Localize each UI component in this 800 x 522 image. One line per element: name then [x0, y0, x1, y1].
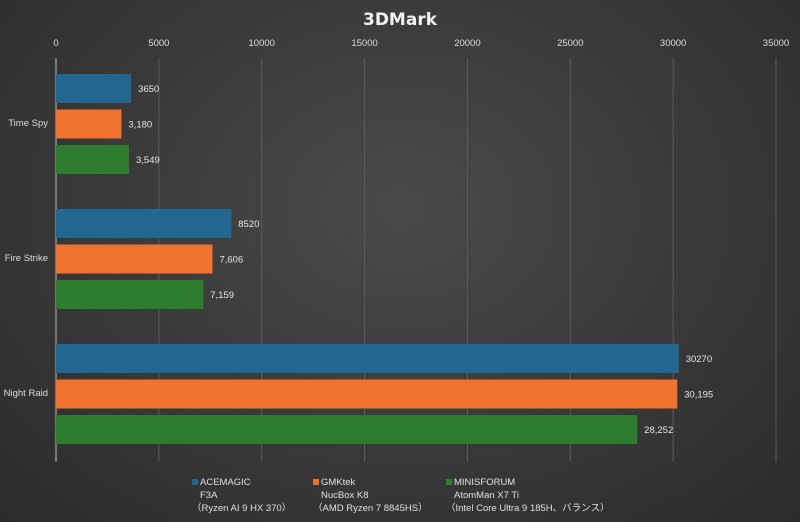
data-label: 30,195 — [684, 390, 713, 401]
category-label: Fire Strike — [5, 253, 48, 264]
legend-text: F3A — [200, 490, 218, 501]
bar-shade — [56, 415, 638, 444]
legend-text: （Ryzen AI 9 HX 370） — [192, 503, 292, 514]
data-label: 8520 — [238, 219, 259, 230]
legend-text: ACEMAGIC — [192, 476, 291, 489]
category-label: Time Spy — [8, 118, 48, 129]
chart-title: 3DMark — [362, 10, 438, 30]
legend-text: （AMD Ryzen 7 8845HS） — [313, 503, 428, 514]
legend-swatch — [313, 479, 319, 486]
x-tick-label: 10000 — [249, 38, 275, 49]
bar-shade — [56, 145, 130, 174]
data-label: 7,606 — [219, 255, 243, 266]
legend-text: MINISFORUM — [446, 476, 609, 489]
x-tick-label: 5000 — [148, 38, 169, 49]
x-tick-label: 25000 — [557, 38, 583, 49]
legend-item: GMKtek NucBox K8 （AMD Ryzen 7 8845HS） — [313, 476, 428, 515]
x-tick-label: 20000 — [454, 38, 480, 49]
bar-shade — [56, 244, 213, 274]
legend-swatch — [446, 479, 452, 486]
bar-shade — [56, 344, 679, 373]
legend-swatch — [192, 479, 198, 486]
bar-shade — [56, 74, 132, 103]
x-tick-label: 30000 — [660, 38, 686, 49]
legend-text: GMKtek — [313, 476, 428, 489]
data-label: 3650 — [138, 84, 159, 95]
legend-text: （Intel Core Ultra 9 185H、バランス） — [446, 503, 610, 514]
x-tick-label: 15000 — [351, 38, 377, 49]
legend-item: MINISFORUM AtomMan X7 Ti （Intel Core Ultra… — [446, 476, 609, 515]
legend-text: AtomMan X7 Ti — [454, 490, 519, 501]
bar-shade — [56, 209, 232, 238]
x-tick-label: 0 — [53, 38, 58, 49]
data-label: 3,180 — [128, 120, 152, 131]
data-label: 3,549 — [136, 155, 160, 166]
legend-text: NucBox K8 — [321, 490, 369, 501]
category-label: Night Raid — [4, 388, 48, 399]
x-tick-label: 35000 — [763, 38, 789, 49]
bar-shade — [56, 379, 678, 409]
data-label: 30270 — [686, 354, 712, 365]
data-label: 28,252 — [644, 425, 673, 436]
bar-shade — [56, 109, 122, 139]
bar-shade — [56, 280, 204, 309]
data-label: 7,159 — [210, 290, 234, 301]
legend-item: ACEMAGIC F3A （Ryzen AI 9 HX 370） — [192, 476, 291, 515]
